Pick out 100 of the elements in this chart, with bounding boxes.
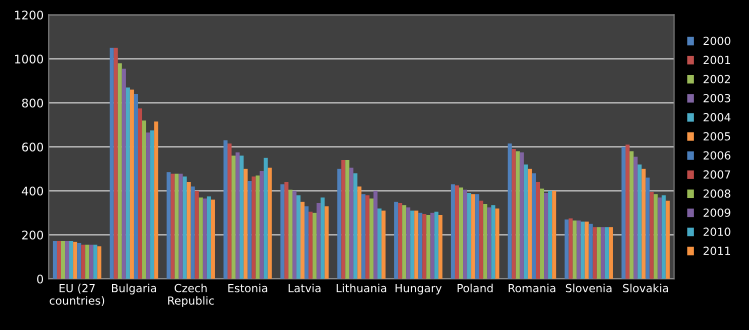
bar xyxy=(296,195,301,279)
x-tick-label: Estonia xyxy=(228,284,268,292)
bar xyxy=(467,193,472,279)
bar xyxy=(308,212,313,279)
bar xyxy=(626,144,630,279)
bar xyxy=(564,219,569,279)
bar xyxy=(438,215,442,279)
bar xyxy=(264,158,268,279)
bar xyxy=(548,190,552,279)
legend-label: 2010 xyxy=(704,228,730,236)
bar xyxy=(430,212,434,279)
bar xyxy=(402,205,406,279)
bar xyxy=(524,164,528,279)
bar xyxy=(410,210,414,279)
bar xyxy=(210,200,215,279)
bar xyxy=(580,222,585,279)
bar xyxy=(61,241,66,279)
bar xyxy=(544,193,548,279)
bar xyxy=(312,212,317,279)
x-tick-label: Czech Republic xyxy=(168,284,214,307)
y-tick-label: 200 xyxy=(22,230,44,240)
bar xyxy=(508,144,512,279)
bar xyxy=(608,227,613,279)
bar xyxy=(365,195,370,279)
bar xyxy=(422,214,426,279)
bar xyxy=(114,48,118,279)
bar xyxy=(280,184,284,279)
bar xyxy=(77,242,82,279)
bar xyxy=(434,212,438,279)
bar xyxy=(666,200,670,279)
bar xyxy=(166,172,171,279)
bar xyxy=(268,168,272,279)
y-tick-label: 1000 xyxy=(15,54,44,64)
bar xyxy=(600,227,605,279)
bar xyxy=(69,241,74,279)
bar xyxy=(642,168,646,279)
bar xyxy=(288,190,292,279)
bar xyxy=(232,156,236,279)
bar xyxy=(528,168,532,279)
y-tick-label: 600 xyxy=(22,142,44,152)
x-tick-label: Bulgaria xyxy=(112,284,156,294)
bar xyxy=(622,146,626,279)
bar xyxy=(382,210,386,279)
bar xyxy=(479,200,484,279)
x-tick-label: EU (27 countries) xyxy=(50,284,104,306)
bar xyxy=(110,48,114,279)
bar xyxy=(118,63,122,279)
bar xyxy=(450,184,455,279)
bar xyxy=(568,218,573,279)
bar xyxy=(73,242,78,279)
bar xyxy=(126,87,130,279)
bar xyxy=(491,205,496,279)
x-tick-label: Lithuania xyxy=(336,284,386,292)
bar xyxy=(654,194,658,279)
bar xyxy=(224,140,228,279)
bar xyxy=(495,208,500,279)
bar xyxy=(584,222,589,279)
bar xyxy=(174,174,179,279)
bar xyxy=(89,244,94,279)
bar xyxy=(248,180,252,279)
x-tick-label: Slovenia xyxy=(566,284,612,292)
bar xyxy=(130,90,134,279)
bar xyxy=(646,178,650,279)
bar xyxy=(576,220,581,279)
bar xyxy=(483,204,488,279)
bar xyxy=(516,151,520,279)
bar xyxy=(345,160,350,279)
bar xyxy=(178,174,183,279)
bar xyxy=(260,171,264,279)
legend-label: 2003 xyxy=(704,94,730,102)
legend-label: 2001 xyxy=(704,56,730,64)
x-tick-label: Romania xyxy=(508,284,556,292)
bar xyxy=(252,176,256,279)
x-tick-label: Poland xyxy=(458,284,493,292)
bar xyxy=(81,244,86,279)
legend-label: 2007 xyxy=(704,170,730,179)
bar xyxy=(240,156,244,279)
bar xyxy=(414,210,418,279)
bar xyxy=(324,206,329,279)
bar xyxy=(475,194,480,279)
bar xyxy=(85,244,90,279)
y-tick-label: 1200 xyxy=(15,10,44,20)
legend-label: 2002 xyxy=(704,74,730,84)
bar xyxy=(361,194,366,279)
bar xyxy=(458,188,464,279)
bar xyxy=(373,190,378,279)
bar xyxy=(463,190,468,279)
bar xyxy=(65,241,70,279)
bar xyxy=(284,182,288,279)
bar xyxy=(572,220,577,279)
bar xyxy=(93,244,98,279)
bar xyxy=(97,246,102,279)
legend-label: 2011 xyxy=(704,246,730,256)
bar xyxy=(228,144,232,279)
bar xyxy=(142,120,146,279)
bar xyxy=(122,68,126,279)
bar xyxy=(398,202,402,279)
x-tick-label: Hungary xyxy=(396,284,442,294)
legend-label: 2000 xyxy=(704,36,730,46)
legend-label: 2004 xyxy=(704,113,730,122)
